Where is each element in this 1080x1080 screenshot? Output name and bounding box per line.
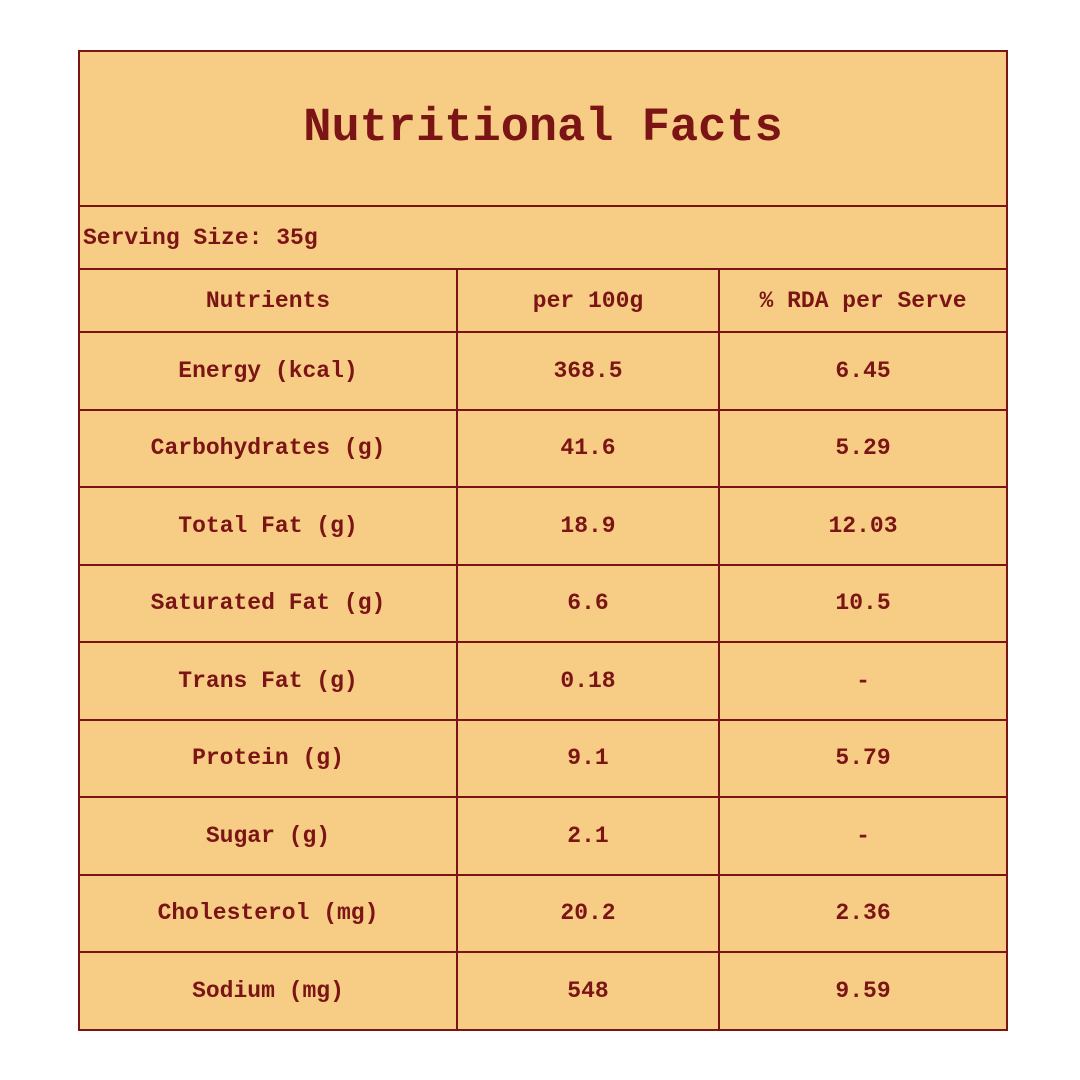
nutrient-name: Cholesterol (mg) <box>78 873 458 953</box>
nutrient-name: Protein (g) <box>78 718 458 798</box>
nutrition-table: Nutritional Facts Serving Size: 35g Nutr… <box>77 50 1009 1031</box>
header-row: Nutrients per 100g% RDA per Serve <box>78 268 1009 333</box>
nutrient-row: Saturated Fat (g) 6.6 10.5 <box>78 563 1009 643</box>
header-cell: Nutrients <box>78 268 458 333</box>
serving-size: Serving Size: 35g <box>77 205 1009 270</box>
header-cell: per 100g <box>456 268 720 333</box>
nutrient-value: 5.79 <box>717 718 1009 798</box>
nutrient-name: Total Fat (g) <box>78 486 458 566</box>
title: Nutritional Facts <box>77 50 1009 207</box>
nutrient-value: 368.5 <box>456 331 720 411</box>
nutrient-name: Saturated Fat (g) <box>78 563 458 643</box>
nutrient-value: - <box>717 641 1009 721</box>
nutrient-value: 5.29 <box>717 408 1009 488</box>
nutrient-value: 2.1 <box>456 796 720 876</box>
nutrient-value: 41.6 <box>456 408 720 488</box>
nutrient-row: Protein (g) 9.1 5.79 <box>78 718 1009 798</box>
nutrient-row: Sodium (mg) 548 9.59 <box>78 951 1009 1031</box>
nutrient-row: Cholesterol (mg) 20.2 2.36 <box>78 873 1009 953</box>
nutrient-value: 12.03 <box>717 486 1009 566</box>
nutrient-row: Total Fat (g) 18.9 12.03 <box>78 486 1009 566</box>
nutrient-name: Sodium (mg) <box>78 951 458 1031</box>
nutrient-value: - <box>717 796 1009 876</box>
nutrient-name: Trans Fat (g) <box>78 641 458 721</box>
nutrient-row: Energy (kcal) 368.5 6.45 <box>78 331 1009 411</box>
serving-row: Serving Size: 35g <box>77 205 1009 270</box>
nutrient-value: 6.6 <box>456 563 720 643</box>
nutrient-name: Sugar (g) <box>78 796 458 876</box>
nutrient-value: 548 <box>456 951 720 1031</box>
nutrient-row: Sugar (g) 2.1- <box>78 796 1009 876</box>
nutrient-name: Energy (kcal) <box>78 331 458 411</box>
nutrient-value: 9.1 <box>456 718 720 798</box>
title-row: Nutritional Facts <box>77 50 1009 207</box>
nutrient-value: 20.2 <box>456 873 720 953</box>
nutrient-value: 2.36 <box>717 873 1009 953</box>
nutrient-value: 6.45 <box>717 331 1009 411</box>
nutrient-row: Trans Fat (g) 0.18- <box>78 641 1009 721</box>
nutrient-value: 10.5 <box>717 563 1009 643</box>
nutrient-value: 9.59 <box>717 951 1009 1031</box>
nutrient-name: Carbohydrates (g) <box>78 408 458 488</box>
header-cell: % RDA per Serve <box>717 268 1009 333</box>
nutrient-value: 18.9 <box>456 486 720 566</box>
nutrient-value: 0.18 <box>456 641 720 721</box>
nutrient-row: Carbohydrates (g) 41.6 5.29 <box>78 408 1009 488</box>
